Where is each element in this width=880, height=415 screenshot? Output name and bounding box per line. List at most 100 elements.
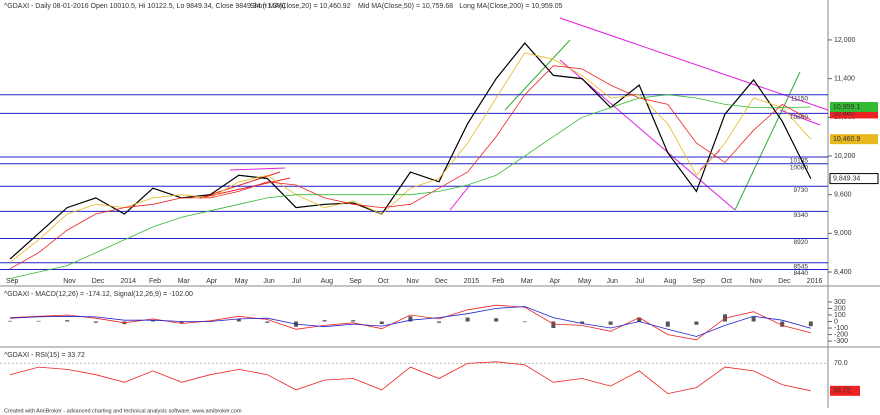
- macd-histogram: [65, 320, 70, 322]
- x-tick-label: Mar: [178, 278, 191, 285]
- macd-histogram: [780, 321, 785, 327]
- value-box: [830, 385, 860, 396]
- y-tick-label: -200: [834, 331, 848, 338]
- x-tick-label: 2016: [807, 278, 823, 285]
- macd-histogram: [437, 321, 441, 323]
- y-tick-label: -300: [834, 338, 848, 345]
- ma-line: [9, 94, 811, 279]
- footer: Created with AmiBroker - advanced charti…: [4, 408, 242, 414]
- macd-histogram: [36, 320, 41, 322]
- x-tick-label: Jul: [292, 278, 301, 285]
- x-tick-label: May: [578, 278, 592, 285]
- level-label: 9340: [794, 212, 809, 219]
- macd-title: ^GDAXI - MACD(12,26) = -174.12, Signal(1…: [4, 291, 193, 298]
- y-tick-label: 10,200: [834, 153, 856, 160]
- x-tick-label: Oct: [721, 278, 732, 285]
- x-tick-label: Aug: [321, 278, 334, 285]
- rsi-title: ^GDAXI - RSI(15) = 33.72: [4, 352, 85, 359]
- x-tick-label: Jul: [635, 278, 644, 285]
- level-label: 10860: [790, 114, 808, 121]
- value-box: [830, 134, 878, 145]
- x-tick-label: Feb: [149, 278, 161, 285]
- level-label: 11150: [791, 95, 808, 102]
- x-tick-label: 2014: [120, 278, 136, 285]
- macd-histogram: [8, 320, 12, 322]
- value-box: [830, 102, 878, 113]
- macd-histogram: [151, 320, 155, 322]
- macd-histogram: [494, 318, 499, 322]
- legend-entry: Long MA(Close,200) = 10,959.05: [459, 3, 562, 10]
- macd-histogram: [93, 321, 98, 323]
- level-label: 10185: [790, 158, 808, 165]
- y-tick-label: 9,000: [834, 230, 852, 237]
- x-tick-label: Dec: [435, 278, 448, 285]
- y-tick-label: -100: [834, 325, 848, 332]
- value-box-label: 10,959.1: [833, 104, 860, 111]
- macd-histogram: [265, 321, 270, 323]
- macd-histogram: [665, 321, 670, 327]
- trendlines-red: [199, 171, 291, 199]
- macd-histogram: [551, 321, 556, 329]
- y-tick-label: 11,400: [834, 75, 855, 82]
- y-tick-label: 9,600: [834, 192, 852, 199]
- macd-histogram: [694, 321, 699, 325]
- x-tick-label: Feb: [492, 278, 504, 285]
- macd-histogram: [351, 320, 356, 322]
- rsi-line: [9, 361, 811, 395]
- macd-histogram: [322, 320, 327, 322]
- macd-line: [9, 306, 811, 337]
- x-tick-label: Mar: [521, 278, 534, 285]
- macd-histogram: [808, 321, 813, 327]
- x-tick-label: Apr: [549, 278, 561, 285]
- price-line: [9, 42, 812, 260]
- macd-histogram: [580, 321, 584, 324]
- ma-line: [9, 65, 811, 270]
- macd-histogram: [236, 318, 241, 322]
- y-tick-label: 12,000: [834, 37, 856, 44]
- level-label: 8545: [794, 263, 809, 270]
- level-label: 10080: [790, 164, 808, 171]
- macd-histogram: [465, 317, 470, 322]
- value-box-label: 33.72: [833, 388, 851, 395]
- y-tick-label: 300: [834, 299, 846, 306]
- legend-entry: Mid MA(Close,50) = 10,759.68: [358, 3, 453, 10]
- macd-histogram: [408, 316, 413, 322]
- level-label: 9730: [794, 187, 809, 194]
- value-box-label: 10,860: [833, 110, 855, 117]
- level-label: 8920: [794, 239, 809, 246]
- x-tick-label: Nov: [750, 278, 763, 285]
- macd-histogram: [751, 316, 756, 322]
- x-tick-label: Jun: [607, 278, 618, 285]
- ma-line: [9, 52, 812, 263]
- macd-histogram: [179, 321, 184, 324]
- macd-histogram: [522, 321, 527, 323]
- level-label: 8440: [794, 270, 809, 277]
- y-tick-label: 200: [834, 305, 846, 312]
- x-tick-label: Jun: [263, 278, 274, 285]
- x-tick-label: Sep: [692, 278, 705, 285]
- x-tick-label: Apr: [206, 278, 218, 285]
- x-tick-label: Aug: [664, 278, 677, 285]
- x-tick-label: Sep: [6, 278, 19, 285]
- x-tick-label: Nov: [406, 278, 419, 285]
- value-box-label: 10,460.9: [833, 136, 860, 143]
- value-box-label: 9,849.34: [833, 175, 860, 182]
- y-tick-label: 8,400: [834, 269, 852, 276]
- value-box: [830, 108, 878, 119]
- x-tick-label: Dec: [778, 278, 791, 285]
- x-tick-label: Nov: [63, 278, 76, 285]
- y-tick-label: 70.0: [834, 360, 848, 367]
- x-tick-label: 2015: [464, 278, 480, 285]
- macd-histogram: [608, 321, 613, 325]
- y-tick-label: 100: [834, 312, 846, 319]
- x-tick-label: Dec: [92, 278, 105, 285]
- x-tick-label: Oct: [378, 278, 389, 285]
- value-box: [829, 173, 879, 185]
- macd-histogram: [637, 317, 642, 322]
- chart-title: ^GDAXI - Daily 08-01-2016 Open 10010.5, …: [4, 3, 286, 10]
- y-tick-label: 0: [834, 318, 838, 325]
- x-tick-label: Sep: [349, 278, 362, 285]
